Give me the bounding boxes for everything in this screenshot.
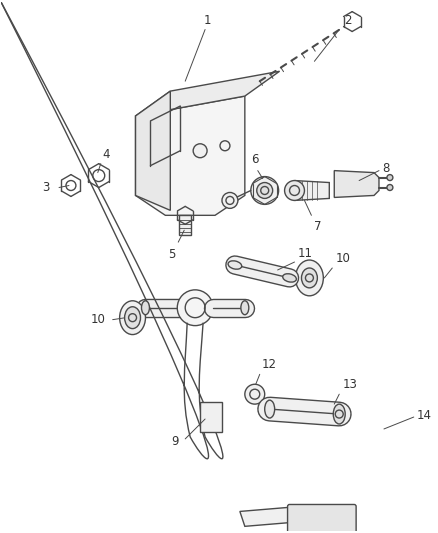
Ellipse shape xyxy=(228,261,242,269)
Text: 2: 2 xyxy=(344,13,352,27)
Ellipse shape xyxy=(241,301,249,314)
Polygon shape xyxy=(294,181,329,200)
Circle shape xyxy=(285,181,304,200)
Ellipse shape xyxy=(124,307,141,329)
Ellipse shape xyxy=(296,260,323,296)
Text: 10: 10 xyxy=(91,313,106,326)
Text: 6: 6 xyxy=(251,152,258,166)
Polygon shape xyxy=(334,171,379,197)
Text: 13: 13 xyxy=(342,378,357,391)
Text: 7: 7 xyxy=(314,220,322,233)
Text: 5: 5 xyxy=(169,248,176,261)
FancyBboxPatch shape xyxy=(288,504,356,533)
Text: 12: 12 xyxy=(262,358,277,372)
Text: 10: 10 xyxy=(335,252,350,265)
Text: 11: 11 xyxy=(297,247,312,260)
Polygon shape xyxy=(240,506,304,527)
Ellipse shape xyxy=(265,400,275,418)
Polygon shape xyxy=(135,71,279,116)
Text: 9: 9 xyxy=(171,435,178,448)
Ellipse shape xyxy=(283,274,297,282)
Circle shape xyxy=(222,192,238,208)
Circle shape xyxy=(387,184,393,190)
Circle shape xyxy=(387,175,393,181)
Polygon shape xyxy=(135,96,245,215)
Circle shape xyxy=(177,290,213,326)
Text: 8: 8 xyxy=(382,162,389,175)
Text: 1: 1 xyxy=(203,13,211,27)
Text: 4: 4 xyxy=(103,148,110,160)
Text: 14: 14 xyxy=(417,409,432,422)
Polygon shape xyxy=(200,402,222,432)
Circle shape xyxy=(193,144,207,158)
Ellipse shape xyxy=(120,301,145,335)
Text: 3: 3 xyxy=(42,181,49,194)
Polygon shape xyxy=(179,215,191,235)
Circle shape xyxy=(257,182,273,198)
Polygon shape xyxy=(135,91,170,211)
Circle shape xyxy=(251,176,279,204)
Ellipse shape xyxy=(301,268,318,288)
Circle shape xyxy=(245,384,265,404)
Ellipse shape xyxy=(141,301,149,314)
Ellipse shape xyxy=(333,404,345,424)
